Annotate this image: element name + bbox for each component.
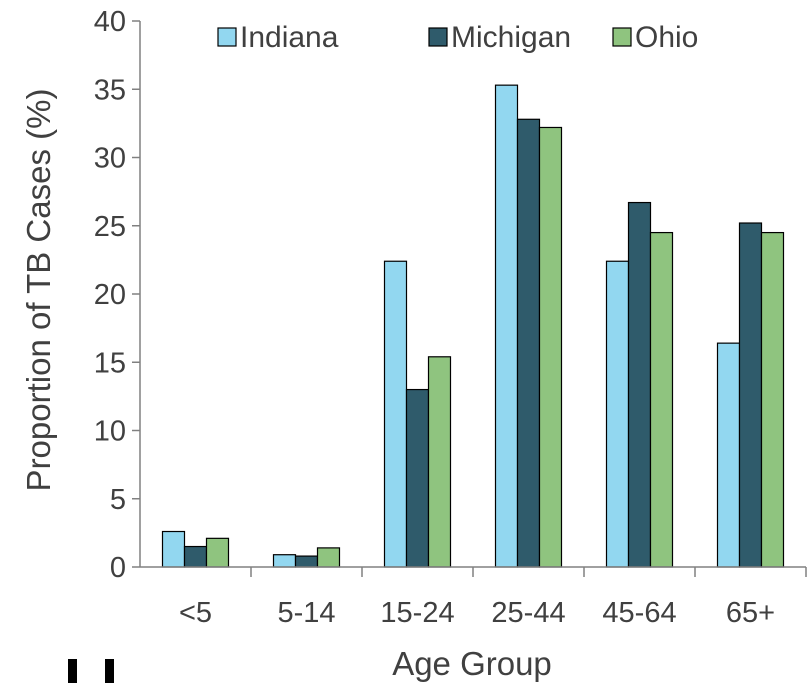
bar-michigan-2 xyxy=(405,388,430,568)
y-tick-label: 35 xyxy=(94,74,126,106)
y-tick-label: 10 xyxy=(94,416,126,448)
x-tick-label: 45-64 xyxy=(602,597,676,629)
bar-ohio-5 xyxy=(760,231,785,568)
bar-ohio-3 xyxy=(538,126,563,568)
bar-indiana-3 xyxy=(494,84,519,568)
x-tick-label: 65+ xyxy=(726,597,775,629)
x-axis-title: Age Group xyxy=(392,645,552,682)
x-tick-label: 15-24 xyxy=(380,597,454,629)
bar-indiana-2 xyxy=(383,260,408,568)
bar-michigan-4 xyxy=(627,201,652,568)
y-tick-label: 0 xyxy=(110,552,126,584)
legend-label-ohio: Ohio xyxy=(635,21,698,54)
legend-swatch-indiana xyxy=(217,27,237,47)
bar-ohio-1 xyxy=(316,547,341,568)
bar-ohio-4 xyxy=(649,231,674,568)
y-tick-label: 5 xyxy=(110,484,126,516)
y-axis-ticks: 0 5 10 15 20 25 30 35 40 xyxy=(94,6,140,584)
y-tick-label: 40 xyxy=(94,6,126,38)
bar-michigan-5 xyxy=(738,222,763,568)
bars xyxy=(161,84,785,568)
bar-indiana-0 xyxy=(161,530,186,568)
bar-ohio-2 xyxy=(427,356,452,568)
cropped-mark-right xyxy=(105,659,114,683)
y-tick-label: 15 xyxy=(94,347,126,379)
bar-indiana-4 xyxy=(605,260,630,568)
bar-ohio-0 xyxy=(205,537,230,568)
bar-indiana-5 xyxy=(716,342,741,568)
y-tick-label: 30 xyxy=(94,143,126,175)
bar-michigan-3 xyxy=(516,118,541,568)
legend-label-michigan: Michigan xyxy=(451,21,571,54)
y-tick-label: 25 xyxy=(94,211,126,243)
x-tick-label: 25-44 xyxy=(491,597,565,629)
x-tick-label: 5-14 xyxy=(277,597,335,629)
legend: Indiana Michigan Ohio xyxy=(217,21,698,54)
x-axis-ticks: <5 5-14 15-24 25-44 45-64 65+ xyxy=(179,567,807,629)
bar-indiana-1 xyxy=(272,554,297,568)
x-tick-label: <5 xyxy=(179,597,212,629)
bar-michigan-0 xyxy=(183,545,208,568)
y-axis-title: Proportion of TB Cases (%) xyxy=(20,89,57,492)
legend-swatch-ohio xyxy=(612,27,632,47)
cropped-mark-left xyxy=(68,659,77,683)
legend-label-indiana: Indiana xyxy=(240,21,339,54)
bar-michigan-1 xyxy=(294,555,319,568)
legend-swatch-michigan xyxy=(428,27,448,47)
y-tick-label: 20 xyxy=(94,279,126,311)
